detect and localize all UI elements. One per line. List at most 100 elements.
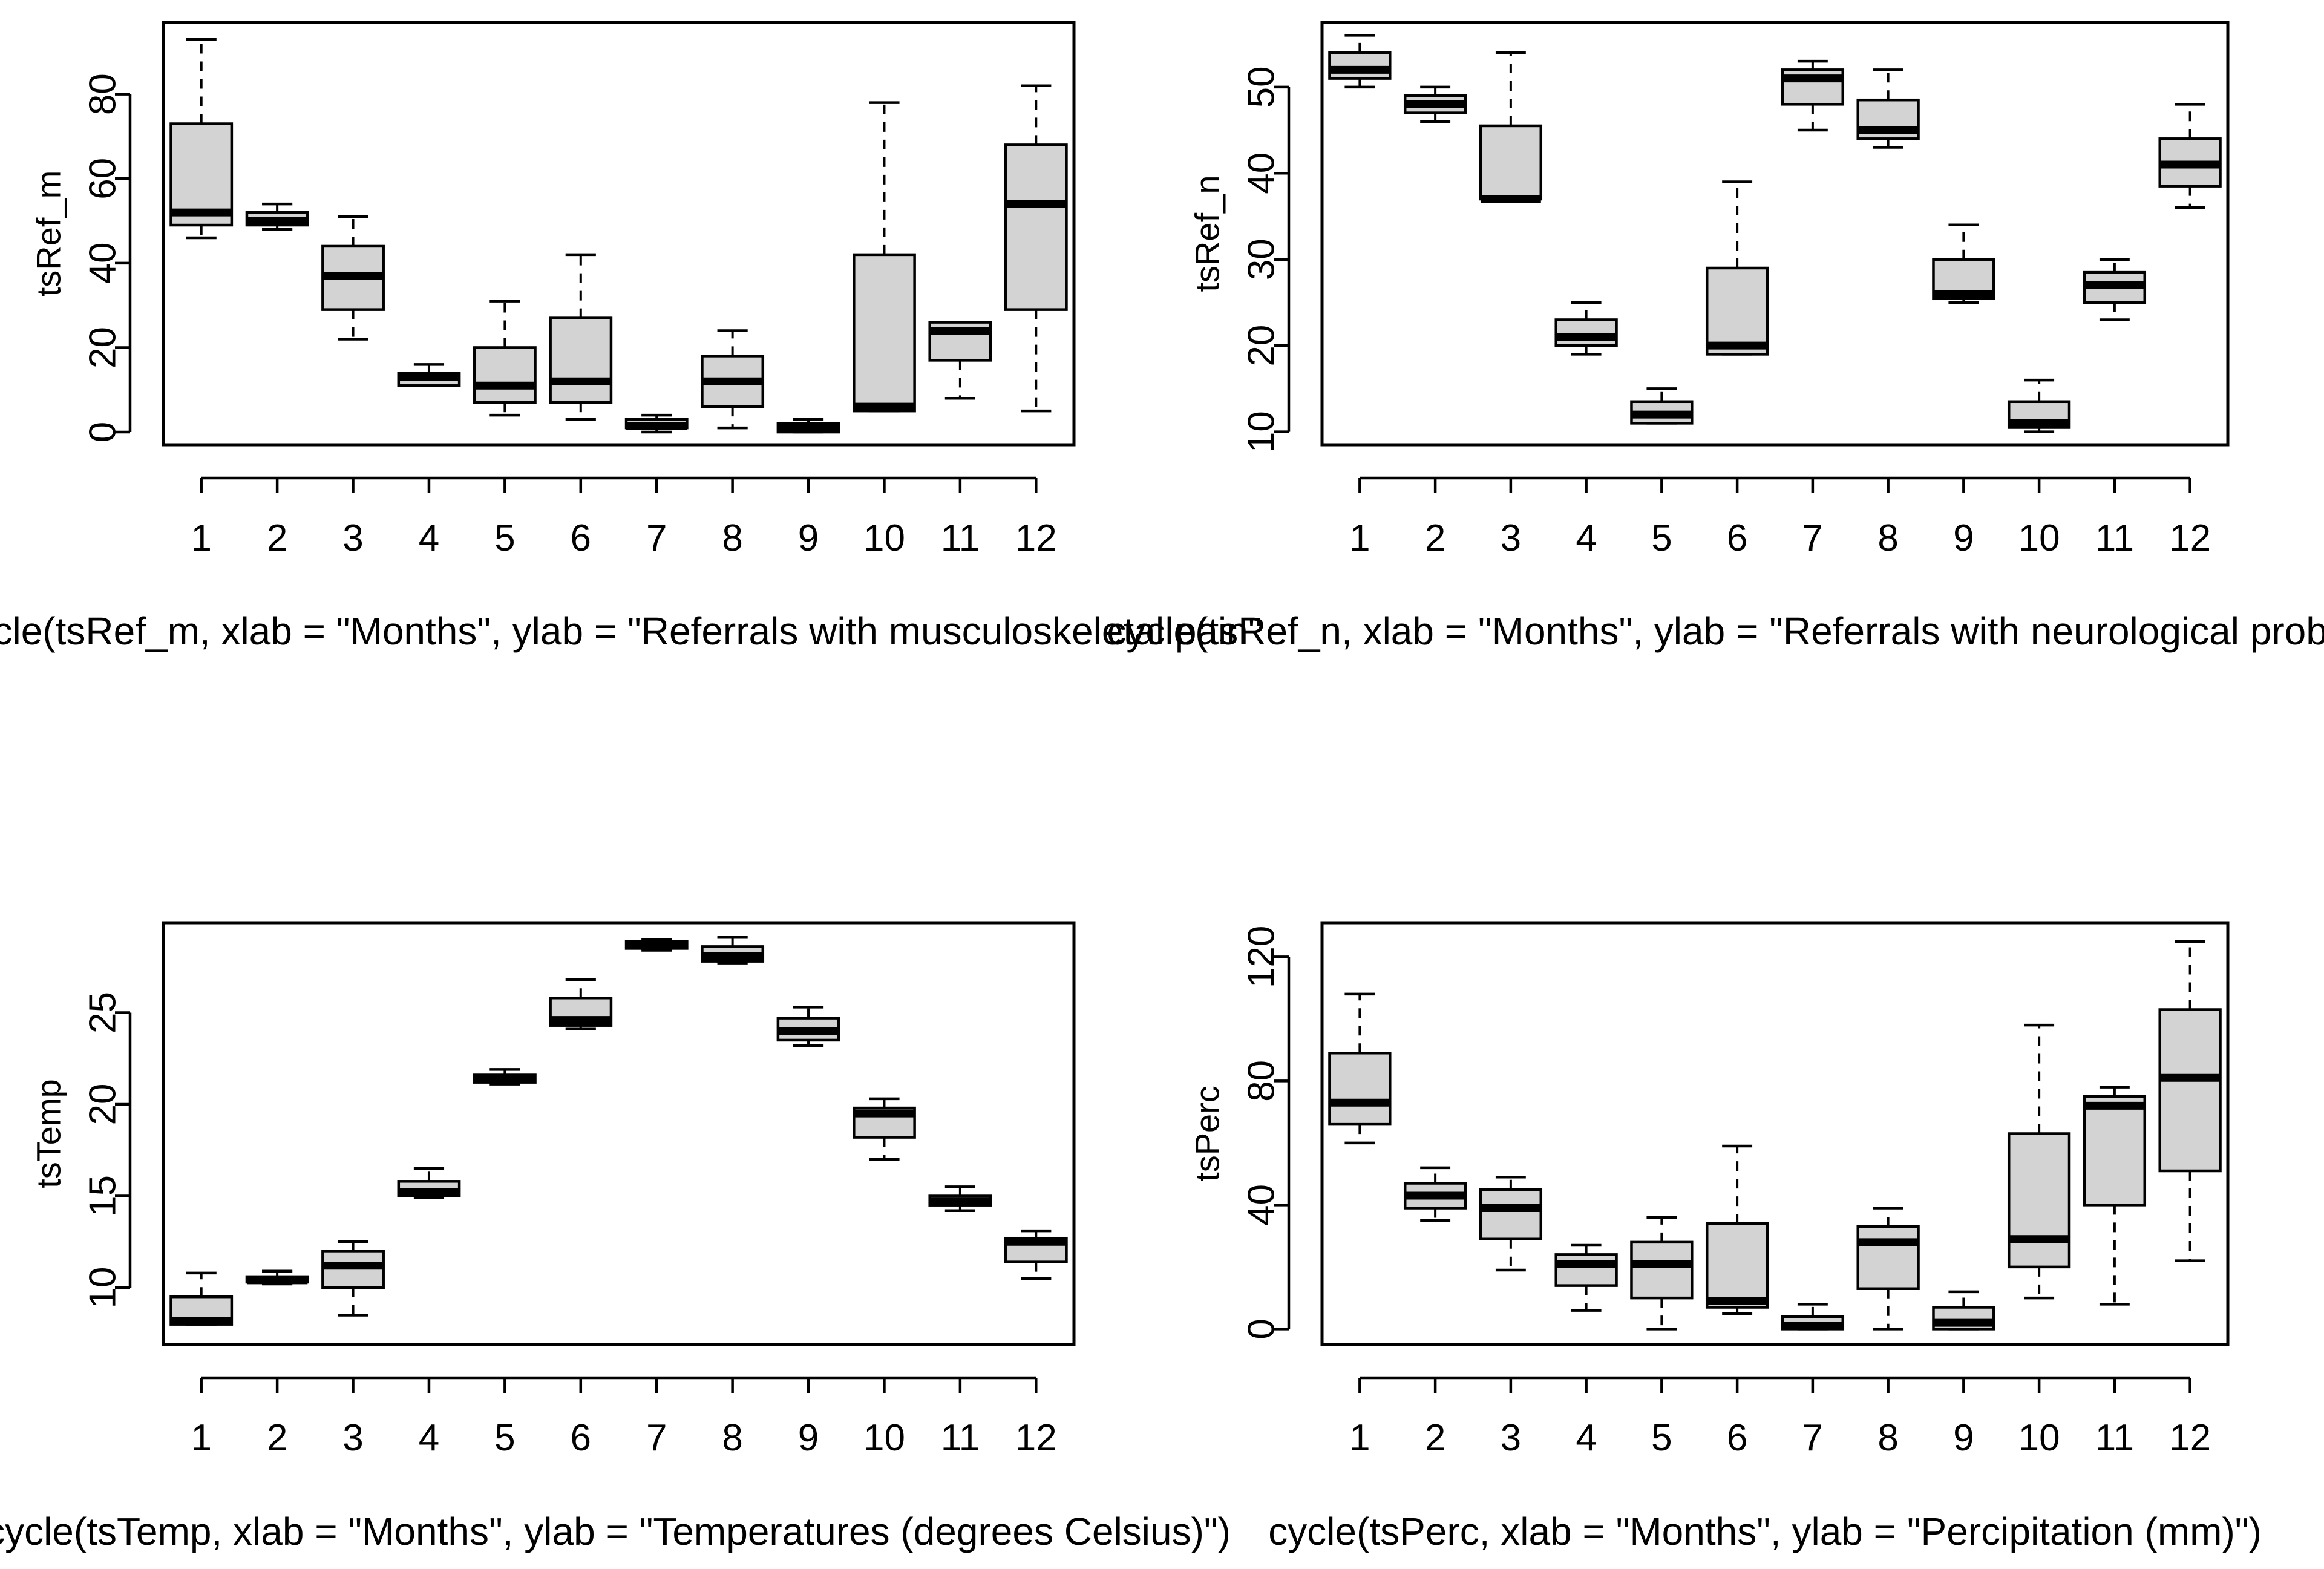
box-month-6 <box>549 978 613 1031</box>
x-tick-label: 7 <box>646 517 667 559</box>
box-month-6 <box>1705 1144 1769 1315</box>
x-tick-label: 7 <box>1802 1417 1823 1459</box>
x-tick-label: 4 <box>1576 1417 1596 1459</box>
x-tick-label: 2 <box>1425 517 1445 559</box>
box-month-8 <box>1856 1207 1920 1331</box>
x-tick-label: 2 <box>1425 1417 1445 1459</box>
y-tick-label: 120 <box>1241 926 1283 988</box>
box-month-5 <box>473 300 537 417</box>
x-tick-label: 3 <box>342 517 363 559</box>
x-tick-label: 2 <box>267 1417 287 1459</box>
iqr-box <box>549 316 613 404</box>
box-month-7 <box>1781 59 1845 132</box>
box-month-9 <box>776 1006 840 1047</box>
y-tick-label: 50 <box>1241 66 1283 108</box>
box-month-9 <box>1932 223 1995 304</box>
box-month-12 <box>2158 103 2222 209</box>
x-tick-label: 8 <box>722 517 742 559</box>
x-tick-label: 3 <box>1501 517 1521 559</box>
box-month-1 <box>169 1271 234 1326</box>
x-tick-label: 5 <box>494 517 515 559</box>
x-tick-label: 5 <box>494 1417 515 1459</box>
box-month-7 <box>1781 1303 1845 1331</box>
x-tick-label: 3 <box>1501 1417 1521 1459</box>
x-tick-label: 7 <box>1802 517 1823 559</box>
x-tick-label: 4 <box>419 1417 439 1459</box>
x-tick-label: 10 <box>863 517 905 559</box>
x-tick-label: 8 <box>722 1417 742 1459</box>
x-tick-label: 6 <box>571 517 591 559</box>
box-month-1 <box>1328 34 1392 89</box>
x-tick-label: 6 <box>571 1417 591 1459</box>
y-tick-label: 0 <box>82 422 124 442</box>
iqr-box <box>1479 124 1543 201</box>
x-tick-label: 11 <box>941 1417 980 1459</box>
iqr-box <box>169 122 234 227</box>
chart-caption: cycle(tsTemp, xlab = "Months", ylab = "T… <box>0 1510 1231 1553</box>
box-month-3 <box>1479 51 1543 203</box>
box-month-4 <box>397 363 461 387</box>
box-month-11 <box>928 1185 992 1213</box>
box-month-10 <box>2007 378 2071 433</box>
plot-frame <box>162 21 1076 447</box>
box-month-5 <box>1630 1216 1694 1331</box>
box-month-4 <box>397 1167 461 1199</box>
y-tick-label: 40 <box>1241 152 1283 194</box>
box-month-8 <box>1856 68 1920 149</box>
y-tick-label: 20 <box>82 327 124 369</box>
box-month-8 <box>701 935 765 965</box>
x-tick-label: 11 <box>2095 517 2134 559</box>
x-tick-label: 12 <box>2169 517 2211 559</box>
iqr-box <box>1705 1222 1769 1309</box>
x-tick-label: 11 <box>2095 1417 2134 1459</box>
x-tick-label: 9 <box>798 1417 819 1459</box>
iqr-box <box>473 346 537 404</box>
box-month-12 <box>2158 940 2222 1262</box>
x-tick-label: 4 <box>419 517 439 559</box>
x-tick-label: 5 <box>1651 1417 1672 1459</box>
iqr-box <box>1479 1188 1543 1240</box>
x-tick-label: 10 <box>863 1417 905 1459</box>
x-tick-label: 3 <box>342 1417 363 1459</box>
y-tick-label: 25 <box>82 992 124 1033</box>
iqr-box <box>1856 1225 1920 1290</box>
y-tick-label: 20 <box>1241 325 1283 367</box>
y-tick-label: 40 <box>82 242 124 284</box>
x-tick-label: 2 <box>267 517 287 559</box>
y-tick-label: 80 <box>1241 1060 1283 1102</box>
box-month-4 <box>1554 301 1618 356</box>
y-tick-label: 0 <box>1241 1318 1283 1339</box>
box-month-8 <box>701 329 765 430</box>
x-tick-label: 10 <box>2018 517 2060 559</box>
iqr-box <box>1004 143 1068 311</box>
plot-frame <box>1320 21 2230 447</box>
x-tick-label: 9 <box>798 517 819 559</box>
iqr-box <box>2158 1008 2222 1173</box>
x-tick-label: 11 <box>941 517 980 559</box>
box-month-3 <box>321 215 385 341</box>
box-month-2 <box>245 1269 309 1286</box>
box-month-3 <box>1479 1176 1543 1272</box>
box-month-10 <box>853 1097 916 1161</box>
box-month-9 <box>776 418 840 434</box>
x-tick-label: 7 <box>646 1417 667 1459</box>
box-month-3 <box>321 1240 385 1317</box>
box-month-1 <box>169 38 234 240</box>
box-month-11 <box>2083 258 2147 321</box>
plot-frame <box>1320 921 2230 1346</box>
box-month-7 <box>624 413 689 434</box>
x-tick-label: 6 <box>1727 517 1747 559</box>
y-axis-label: tsRef_m <box>30 171 68 297</box>
y-tick-label: 80 <box>82 73 124 115</box>
box-month-6 <box>549 253 613 421</box>
x-tick-label: 4 <box>1576 517 1596 559</box>
x-tick-label: 8 <box>1877 1417 1898 1459</box>
x-tick-label: 12 <box>1015 1417 1057 1459</box>
box-month-11 <box>928 321 992 400</box>
chart-caption: cycle(tsRef_m, xlab = "Months", ylab = "… <box>0 609 1262 653</box>
chart-caption: cycle(tsRef_n, xlab = "Months", ylab = "… <box>1107 609 2324 653</box>
